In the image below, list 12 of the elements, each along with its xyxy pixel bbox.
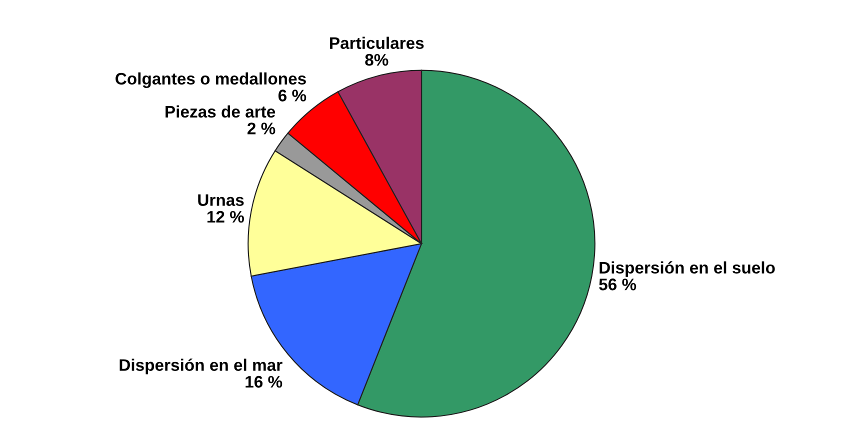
data-label: 56 % — [599, 278, 636, 290]
slice-label: Dispersión en el suelo — [600, 261, 775, 277]
slice-label: Particulares — [330, 36, 424, 49]
slice-label: Urnas — [198, 194, 244, 206]
data-label: 16 % — [246, 376, 282, 388]
slice-label: Dispersión en el mar — [120, 358, 282, 374]
data-label: 12 % — [207, 210, 244, 223]
data-label: 8% — [365, 54, 388, 66]
slice-label: Colgantes o medallones — [116, 72, 306, 88]
slice-label: Piezas de arte — [166, 105, 276, 118]
data-label: 2 % — [248, 122, 276, 134]
data-label: 6 % — [278, 90, 306, 102]
